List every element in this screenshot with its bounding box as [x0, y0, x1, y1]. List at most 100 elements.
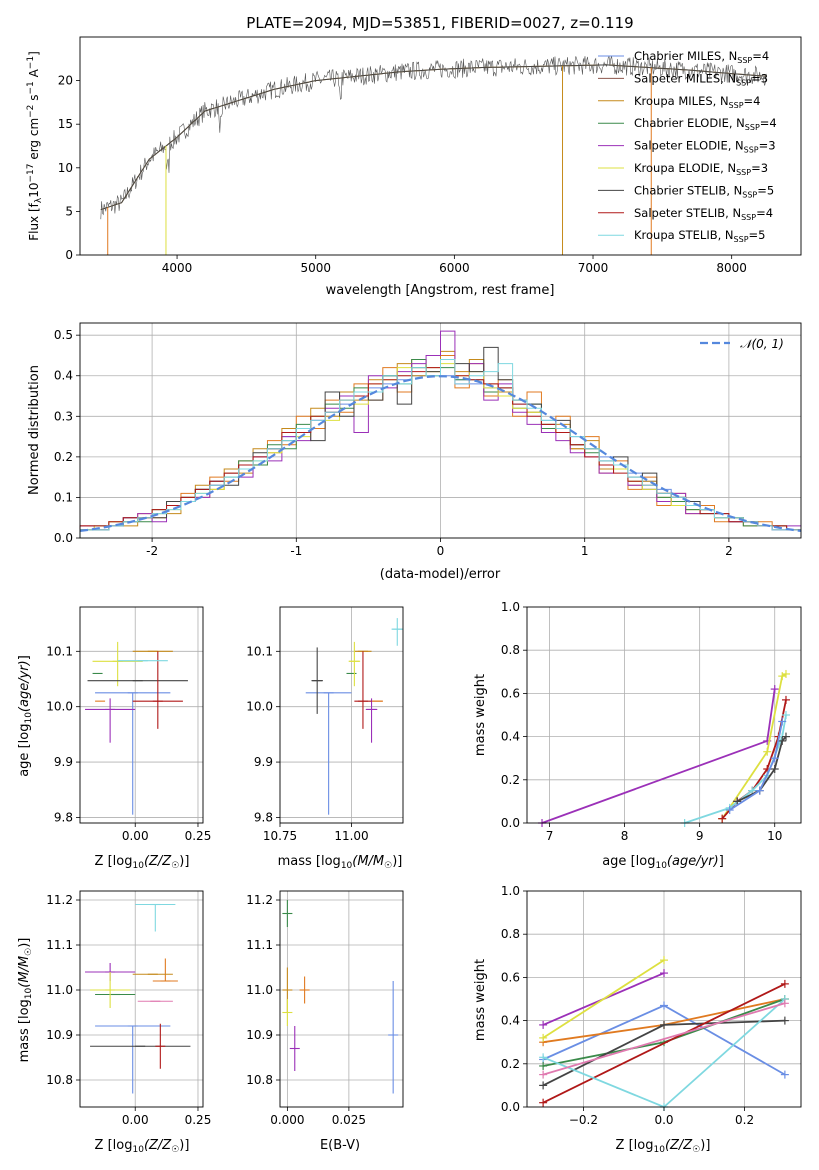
mass-vs-ebv-axes: 0.000 0.025 10.8 10.9 11.0 11.1 11.2: [246, 890, 404, 1127]
residuals-ylabel: Normed distribution: [27, 365, 42, 495]
x-tick-label: 10: [767, 829, 782, 843]
legend-label: Kroupa MILES, NSSP=4: [634, 94, 760, 110]
residuals-axes: 𝒩(0, 1) -2 -1 0 1 2 0.0 0.1 0.2 0.3 0.4 0.5: [54, 322, 802, 558]
axes-frame: [79, 606, 204, 824]
y-tick-label: 0.3: [54, 409, 73, 423]
y-tick-label: 1.0: [501, 600, 520, 614]
age-vs-mass-axes: 10.75 11.00 9.8 9.9 10.0 10.1: [246, 606, 404, 843]
y-tick-label: 9.9: [54, 755, 73, 769]
plot-area: [282, 900, 399, 1094]
weight-series: [721, 673, 787, 820]
x-tick-label: 9: [696, 829, 704, 843]
y-tick-label: 0: [65, 248, 73, 262]
weight-vs-age-ylabel: mass weight: [473, 674, 488, 756]
weight-series: [729, 721, 784, 811]
x-tick-label: 0.0: [654, 1113, 673, 1127]
plot-area: [100, 55, 767, 255]
weight-series: [542, 983, 786, 1104]
y-tick-label: 0.2: [54, 450, 73, 464]
legend-label: Chabrier ELODIE, NSSP=4: [634, 116, 777, 132]
legend-label: Salpeter ELODIE, NSSP=3: [634, 139, 776, 155]
weight-vs-Z-xlabel: Z [log10(Z/Z☉)]: [616, 1138, 711, 1155]
y-tick-label: 0.8: [501, 643, 520, 657]
axes-frame: [526, 890, 802, 1108]
x-tick-label: −0.2: [569, 1113, 598, 1127]
y-tick-label: 10.1: [46, 644, 73, 658]
y-tick-label: 20: [58, 74, 73, 88]
mass-vs-Z-xlabel: Z [log10(Z/Z☉)]: [95, 1138, 190, 1155]
x-tick-label: 0.25: [185, 1113, 212, 1127]
axes-frame: [526, 606, 802, 824]
residuals-xlabel: (data-model)/error: [380, 567, 501, 582]
x-tick-label: 0.2: [735, 1113, 754, 1127]
age-vs-Z-xlabel: Z [log10(Z/Z☉)]: [95, 854, 190, 871]
legend-label: Salpeter STELIB, NSSP=4: [634, 206, 773, 222]
age-vs-Z-axes: 0.00 0.25 9.8 9.9 10.0 10.1: [46, 606, 212, 843]
legend-label: Kroupa ELODIE, NSSP=3: [634, 161, 768, 177]
spectrum-lines: [100, 55, 767, 255]
y-tick-label: 10.9: [246, 1028, 273, 1042]
y-tick-label: 0.5: [54, 328, 73, 342]
y-tick-label: 9.9: [254, 755, 273, 769]
y-tick-label: 0.4: [501, 730, 520, 744]
x-tick-label: -2: [146, 544, 158, 558]
plot-area: [85, 641, 188, 815]
x-tick-label: 5000: [300, 261, 331, 275]
plot-area: [305, 618, 403, 815]
y-tick-label: 11.0: [246, 983, 273, 997]
age-vs-Z-ylabel: age [log10(age/yr)]: [17, 655, 34, 777]
gaussian-legend-label: 𝒩(0, 1): [740, 337, 784, 351]
x-tick-label: 0.00: [122, 1113, 149, 1127]
x-tick-label: 7000: [578, 261, 609, 275]
y-tick-label: 0.0: [501, 816, 520, 830]
y-tick-label: 0.6: [501, 970, 520, 984]
y-tick-label: 0.1: [54, 490, 73, 504]
y-tick-label: 10.1: [246, 644, 273, 658]
x-tick-label: 10.75: [263, 829, 297, 843]
y-tick-label: 10.8: [246, 1073, 273, 1087]
axes-frame: [279, 890, 404, 1108]
spectrum-xlabel: wavelength [Angstrom, rest frame]: [326, 283, 555, 298]
axes-frame: [79, 890, 204, 1108]
y-tick-label: 10.0: [46, 700, 73, 714]
y-tick-label: 0.8: [501, 927, 520, 941]
spectrum-ylabel: Flux [fλ10−17 erg cm−2 s−1 A−1]: [26, 51, 44, 241]
x-tick-label: 0.25: [185, 829, 212, 843]
y-tick-label: 1.0: [501, 884, 520, 898]
plot-area: [538, 669, 790, 827]
weight-series: [684, 714, 787, 824]
legend-label: Chabrier STELIB, NSSP=5: [634, 183, 774, 199]
age-vs-mass-xlabel: mass [log10(M/M☉)]: [278, 854, 403, 871]
plot-area: [85, 903, 191, 1094]
spectrum-model-line: [100, 64, 767, 211]
y-tick-label: 15: [58, 117, 73, 131]
y-tick-label: 10.9: [46, 1028, 73, 1042]
x-tick-label: 4000: [162, 261, 193, 275]
x-tick-label: 0.00: [122, 829, 149, 843]
legend-label: Chabrier MILES, NSSP=4: [634, 49, 769, 65]
weight-vs-age-xlabel: age [log10(age/yr)]: [602, 854, 724, 871]
x-tick-label: 2: [725, 544, 733, 558]
weight-vs-Z-axes: −0.2 0.0 0.2 0.0 0.2 0.4 0.6 0.8 1.0: [501, 884, 802, 1127]
axes-frame: [279, 606, 404, 824]
legend-label: Kroupa STELIB, NSSP=5: [634, 228, 765, 244]
y-tick-label: 11.1: [246, 938, 273, 952]
figure-title: PLATE=2094, MJD=53851, FIBERID=0027, z=0…: [246, 14, 633, 32]
y-tick-label: 11.1: [46, 938, 73, 952]
plot-area: 𝒩(0, 1): [79, 330, 802, 538]
y-tick-label: 0.0: [501, 1100, 520, 1114]
y-tick-label: 10.0: [246, 700, 273, 714]
y-tick-label: 0.0: [54, 531, 73, 545]
mass-vs-Z-ylabel: mass [log10(M/M☉)]: [17, 938, 34, 1063]
x-tick-label: 1: [581, 544, 589, 558]
x-tick-label: 6000: [439, 261, 470, 275]
gaussian-curve: [79, 375, 802, 532]
y-tick-label: 9.8: [254, 810, 273, 824]
x-tick-label: 0.025: [332, 1113, 366, 1127]
y-tick-label: 11.2: [46, 893, 73, 907]
axes-frame: [79, 322, 802, 539]
y-tick-label: 0.2: [501, 773, 520, 787]
x-tick-label: 7: [546, 829, 554, 843]
y-tick-label: 10: [58, 161, 73, 175]
